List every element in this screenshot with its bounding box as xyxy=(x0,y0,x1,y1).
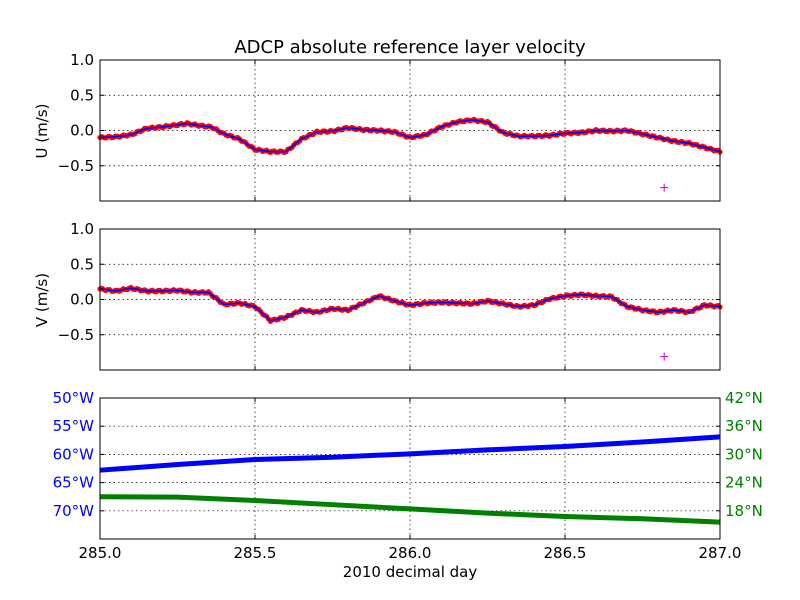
outlier-marker xyxy=(660,352,669,361)
u-velocity-panel: 1.0 0.5 0.0 −0.5 U (m/s) xyxy=(33,51,723,202)
u-panel-ticks: 1.0 0.5 0.0 −0.5 xyxy=(58,51,721,201)
y-tick-label: 0.5 xyxy=(70,255,94,273)
v-panel-ticks: 1.0 0.5 0.0 −0.5 xyxy=(58,220,721,370)
u-axis-label: U (m/s) xyxy=(33,104,51,159)
y-tick-label: 0.0 xyxy=(70,122,94,140)
latitude-tick-label: 24°N xyxy=(725,474,763,492)
v-velocity-panel: 1.0 0.5 0.0 −0.5 V (m/s) xyxy=(33,220,723,371)
u-panel-grid xyxy=(100,60,720,201)
v-panel-grid xyxy=(100,229,720,370)
y-tick-label: −0.5 xyxy=(58,157,94,175)
latitude-line xyxy=(99,494,721,525)
longitude-line xyxy=(99,434,721,473)
y-tick-label: 1.0 xyxy=(70,51,94,69)
velocity-line xyxy=(99,287,721,322)
position-panel-frame xyxy=(99,397,721,540)
position-panel: 285.0 285.5 286.0 286.5 287.0 50°W 55°W 60°W 65°… xyxy=(53,389,763,581)
latitude-tick-label: 36°N xyxy=(725,417,763,435)
y-tick-label: 1.0 xyxy=(70,220,94,238)
latitude-tick-label: 30°N xyxy=(725,445,763,463)
longitude-tick-label: 55°W xyxy=(53,417,95,435)
v-axis-label: V (m/s) xyxy=(33,273,51,327)
longitude-tick-label: 70°W xyxy=(53,502,95,520)
position-panel-series xyxy=(99,434,721,525)
x-tick-label: 287.0 xyxy=(699,544,742,562)
chart-title: ADCP absolute reference layer velocity xyxy=(234,37,586,58)
x-tick-label: 285.5 xyxy=(234,544,277,562)
v-panel-series xyxy=(97,284,723,361)
latitude-tick-label: 42°N xyxy=(725,389,763,407)
v-panel-frame xyxy=(99,228,721,371)
longitude-tick-label: 50°W xyxy=(53,389,95,407)
velocity-line xyxy=(99,119,721,153)
x-axis-label: 2010 decimal day xyxy=(343,563,478,581)
longitude-tick-label: 60°W xyxy=(53,445,95,463)
y-tick-label: −0.5 xyxy=(58,326,94,344)
y-tick-label: 0.5 xyxy=(70,86,94,104)
x-tick-label: 286.5 xyxy=(544,544,587,562)
x-tick-label: 285.0 xyxy=(79,544,122,562)
u-panel-series xyxy=(97,116,723,192)
outlier-marker xyxy=(660,183,669,192)
u-panel-frame xyxy=(99,59,721,202)
position-panel-ticks: 285.0 285.5 286.0 286.5 287.0 50°W 55°W 60°W 65°… xyxy=(53,389,763,562)
latitude-tick-label: 18°N xyxy=(725,502,763,520)
x-tick-label: 286.0 xyxy=(389,544,432,562)
longitude-tick-label: 65°W xyxy=(53,474,95,492)
y-tick-label: 0.0 xyxy=(70,291,94,309)
